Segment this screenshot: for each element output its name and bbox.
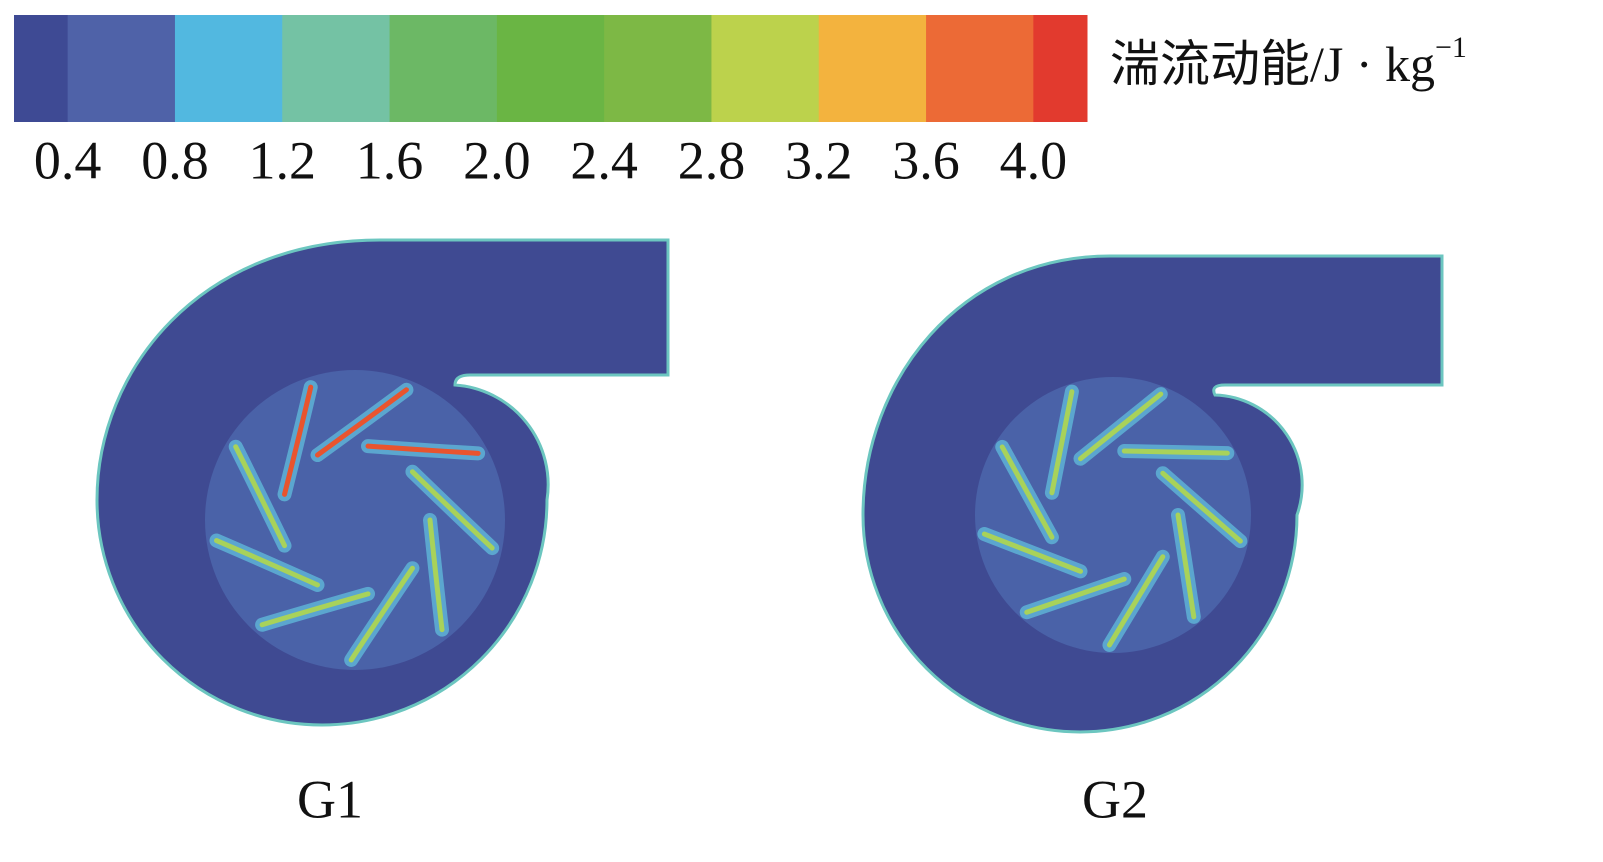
blade [233,444,288,549]
color-segment [711,15,820,122]
label-main: 湍流动能/J · kg [1110,36,1435,92]
tick-label: 3.2 [785,130,853,190]
blade [348,565,415,663]
tick-label: 1.6 [356,130,424,190]
blade [315,387,409,458]
tick-label: 1.2 [249,130,317,190]
color-segment [604,15,712,122]
tick-label: 2.8 [678,130,746,190]
tick-label: 0.8 [141,130,209,190]
color-segment [282,15,391,122]
colorbar-label: 湍流动能/J · kg−1 [1110,31,1467,93]
colorbar: 0.4 0.8 1.2 1.6 2.0 2.4 2.8 3.2 3.6 4.0 [14,15,1088,190]
blade [427,517,445,633]
blade [1049,389,1075,496]
color-segment [174,15,283,122]
blade [1024,576,1127,615]
color-segment [1033,15,1088,122]
tick-label: 2.4 [570,130,638,190]
label-sup: −1 [1435,31,1467,64]
blade [981,531,1083,574]
blade [365,443,481,456]
panel-label: G1 [297,769,363,829]
volute-g1 [95,238,670,727]
tick-label: 0.4 [34,130,102,190]
blade [259,591,371,628]
tick-label: 4.0 [1000,130,1068,190]
panel-label: G2 [1082,769,1148,829]
blade [282,384,314,497]
blade [1175,512,1197,620]
blade [1160,470,1243,544]
blade [999,444,1055,540]
tick-label: 3.6 [892,130,960,190]
blade [1121,448,1230,456]
blades [209,380,500,667]
blade [1106,554,1166,648]
color-segment [389,15,498,122]
color-segment [67,15,176,122]
volute-g2 [861,254,1444,734]
color-segment [496,15,605,122]
blade [409,469,495,551]
color-segment [926,15,1034,122]
tick-label: 2.0 [463,130,531,190]
blades [977,384,1248,652]
blade [214,538,320,588]
blade [1078,391,1164,462]
color-segment [818,15,927,122]
color-segment [14,15,69,122]
